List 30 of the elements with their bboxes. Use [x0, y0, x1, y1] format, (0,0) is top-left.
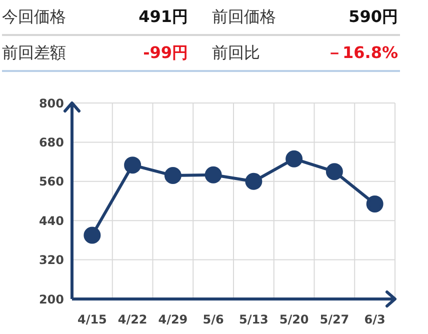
point — [124, 156, 142, 174]
text: 590円 — [348, 6, 398, 28]
x-tick-label: 4/29 — [158, 312, 188, 327]
text: -99円 — [143, 42, 188, 64]
point — [286, 150, 303, 168]
y-tick-label: 680 — [38, 135, 64, 150]
x-tick-label: 5/27 — [320, 312, 350, 327]
y-tick-label: 200 — [38, 292, 64, 306]
text: 今回価格 — [2, 6, 66, 28]
point — [204, 166, 222, 184]
text: －16.8% — [326, 42, 398, 64]
y-tick-label: 560 — [38, 174, 64, 189]
y-tick-label: 320 — [38, 253, 64, 268]
x-tick-label: 5/6 — [202, 312, 224, 327]
x-tick-label: 4/22 — [118, 312, 148, 327]
text: 前回比 — [212, 42, 260, 64]
text: 前回差額 — [2, 42, 66, 64]
x-tick-label: 5/20 — [279, 312, 309, 327]
point — [84, 226, 101, 244]
text: 前回価格 — [212, 6, 276, 28]
x-tick-label: 5/13 — [238, 312, 268, 327]
x-tick-label: 6/3 — [364, 312, 386, 327]
point — [366, 195, 384, 212]
text: 491円 — [138, 6, 188, 28]
y-tick-label: 440 — [38, 214, 64, 228]
x-tick-label: 4/15 — [77, 312, 107, 327]
point — [245, 172, 262, 190]
point — [326, 163, 343, 180]
point — [164, 167, 182, 184]
y-tick-label: 800 — [38, 96, 64, 110]
